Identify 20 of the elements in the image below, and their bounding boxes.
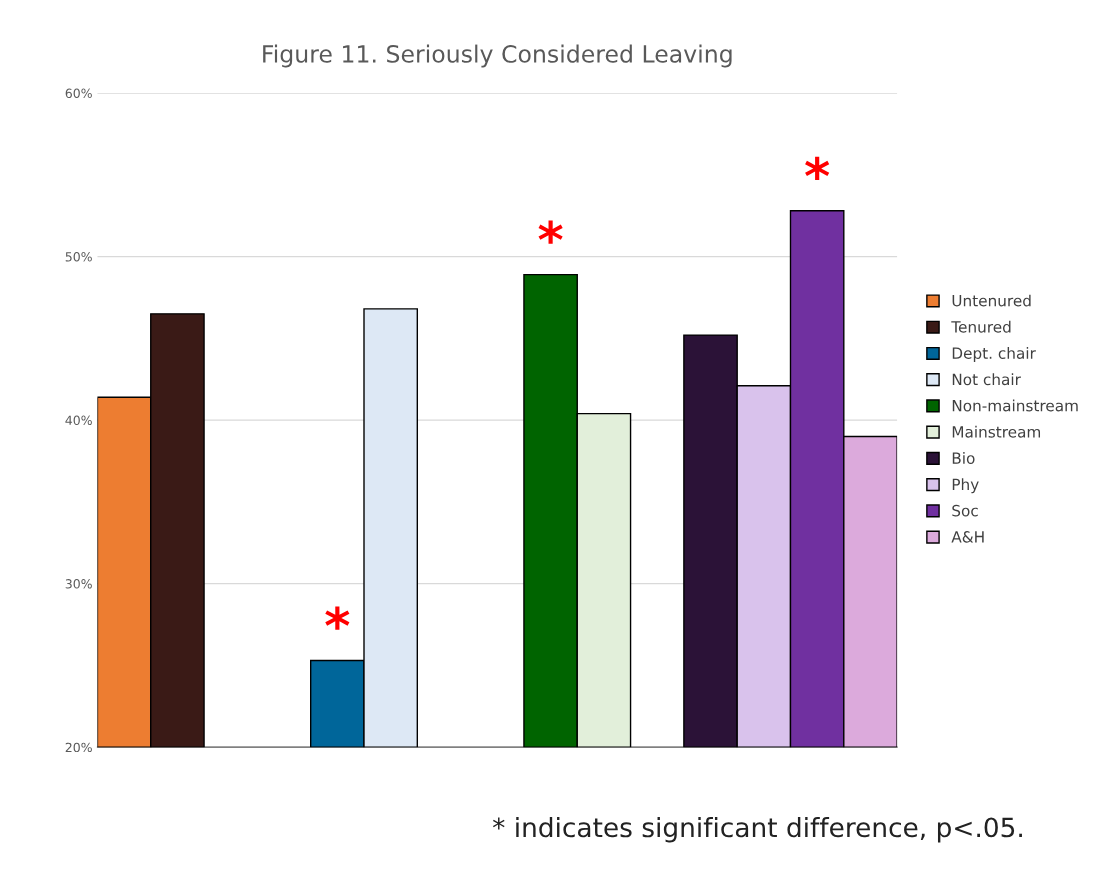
y-tick-label: 50% (65, 252, 92, 262)
legend-label: Untenured (952, 294, 1031, 307)
legend-label: Soc (952, 504, 978, 517)
y-tick-label: 30% (65, 579, 92, 589)
legend-label: Not chair (952, 373, 1021, 386)
y-tick-label: 20% (65, 742, 92, 753)
y-tick-label: 40% (65, 415, 92, 426)
text: * indicates significant difference, p<.05. (492, 816, 1022, 843)
legend-label: Non-mainstream (952, 399, 1078, 412)
data-label: * (805, 156, 830, 180)
y-tick-label: 60% (65, 88, 92, 98)
legend-label: Tenured (951, 320, 1011, 333)
data-label: * (538, 220, 563, 244)
chart-title: Figure 11. Seriously Considered Leaving (263, 44, 732, 68)
legend-label: Mainstream (952, 425, 1041, 438)
legend-label: A&H (951, 531, 984, 543)
legend-label: Bio (952, 452, 975, 464)
legend-label: Dept. chair (952, 347, 1036, 362)
data-label: * (325, 606, 350, 630)
legend-label: Phy (952, 478, 979, 494)
